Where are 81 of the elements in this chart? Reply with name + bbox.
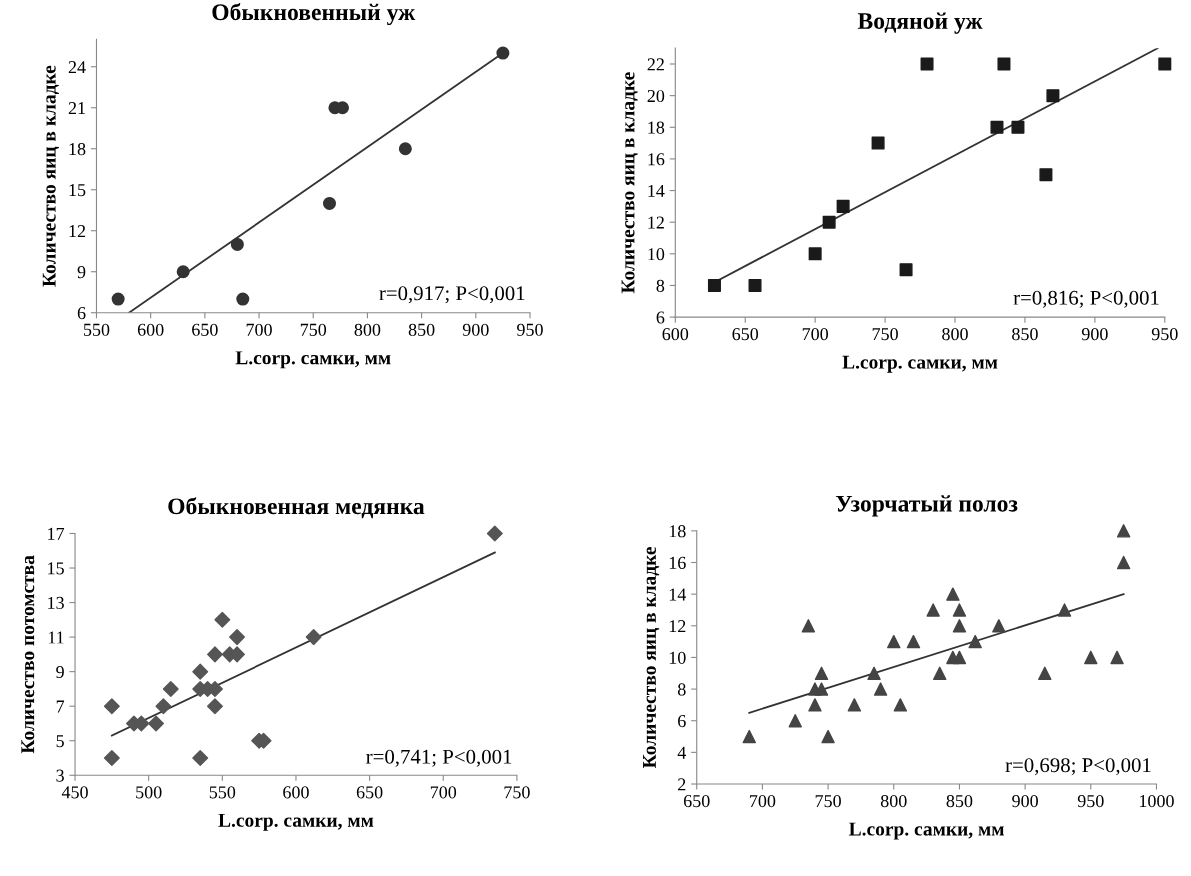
y-tick-label: 20 xyxy=(647,89,665,103)
x-tick-label: 950 xyxy=(517,323,543,336)
y-tick-label: 12 xyxy=(669,620,686,633)
x-tick-label: 700 xyxy=(802,328,829,341)
y-tick-label: 6 xyxy=(656,311,665,324)
chart-title: Узорчатый полоз xyxy=(835,495,1018,517)
y-tick-label: 6 xyxy=(77,307,86,320)
chart-title: Обыкновенная медянка xyxy=(168,497,425,519)
x-tick-label: 800 xyxy=(942,328,968,341)
y-tick-label: 9 xyxy=(77,266,86,279)
y-tick-label: 2 xyxy=(678,778,686,791)
x-tick-label: 500 xyxy=(136,786,162,799)
x-tick-label: 650 xyxy=(683,794,710,808)
y-tick-label: 9 xyxy=(56,665,64,679)
y-tick-label: 15 xyxy=(69,184,86,197)
x-tick-label: 550 xyxy=(209,786,236,799)
x-tick-label: 1000 xyxy=(1139,794,1174,808)
x-tick-label: 750 xyxy=(815,794,841,808)
x-tick-label: 700 xyxy=(246,323,272,336)
x-tick-label: 750 xyxy=(504,786,530,799)
y-tick-label: 10 xyxy=(669,651,686,664)
x-tick-label: 850 xyxy=(1012,328,1038,341)
y-tick-label: 6 xyxy=(678,715,686,728)
y-tick-label: 8 xyxy=(677,683,686,696)
y-tick-label: 18 xyxy=(648,121,665,134)
y-tick-label: 22 xyxy=(647,58,664,71)
x-tick-label: 850 xyxy=(408,323,435,336)
y-axis-title: Количество яиц в кладке xyxy=(643,547,660,769)
x-tick-label: 600 xyxy=(137,323,164,336)
x-tick-label: 650 xyxy=(192,323,218,336)
y-tick-label: 14 xyxy=(648,184,665,197)
x-axis-title: L.corp. самки, мм xyxy=(842,355,998,373)
y-tick-label: 15 xyxy=(48,562,64,575)
y-tick-label: 3 xyxy=(56,769,64,782)
y-tick-label: 24 xyxy=(68,61,86,74)
y-tick-label: 4 xyxy=(677,746,687,759)
y-tick-label: 7 xyxy=(56,700,65,713)
x-tick-label: 650 xyxy=(356,786,383,799)
x-tick-label: 650 xyxy=(732,328,759,341)
y-tick-label: 11 xyxy=(48,631,64,644)
x-axis-title: L.corp. самки, мм xyxy=(849,822,1004,840)
annotation: r=0,741; P<0,001 xyxy=(366,749,512,767)
x-tick-label: 900 xyxy=(462,323,489,336)
x-tick-label: 750 xyxy=(872,328,898,341)
annotation: r=0,816; P<0,001 xyxy=(1013,290,1159,308)
y-tick-label: 12 xyxy=(648,216,664,229)
annotation: r=0,917; P<0,001 xyxy=(379,286,525,304)
x-tick-label: 600 xyxy=(283,786,309,799)
x-tick-label: 700 xyxy=(430,786,457,799)
y-tick-label: 8 xyxy=(656,279,665,292)
y-tick-label: 16 xyxy=(669,556,686,569)
x-axis-title: L.corp. самки, мм xyxy=(235,351,391,369)
y-axis-title: Количество яиц в кладке xyxy=(621,72,638,294)
chart-title: Обыкновенный уж xyxy=(212,3,416,26)
x-tick-label: 900 xyxy=(1081,328,1108,341)
y-tick-label: 13 xyxy=(48,596,64,610)
x-tick-label: 950 xyxy=(1077,794,1104,808)
x-tick-label: 550 xyxy=(83,323,110,336)
x-tick-label: 900 xyxy=(1012,794,1038,808)
chart-title: Водяной уж xyxy=(857,12,983,34)
annotation: r=0,698; P<0,001 xyxy=(1005,758,1151,776)
y-tick-label: 16 xyxy=(648,153,665,166)
x-tick-label: 800 xyxy=(354,323,381,336)
x-tick-label: 950 xyxy=(1151,328,1178,341)
y-tick-label: 14 xyxy=(669,588,687,601)
y-tick-label: 17 xyxy=(48,527,65,540)
y-axis-title: Количество яиц в кладке xyxy=(42,65,59,287)
x-tick-label: 800 xyxy=(880,794,907,808)
y-tick-label: 5 xyxy=(56,735,64,748)
y-tick-label: 18 xyxy=(669,525,686,538)
x-tick-label: 600 xyxy=(662,328,689,341)
x-axis-title: L.corp. самки, мм xyxy=(218,813,374,831)
y-tick-label: 10 xyxy=(648,248,665,261)
x-tick-label: 850 xyxy=(946,794,973,808)
y-tick-label: 21 xyxy=(68,102,85,115)
y-axis-title: Количество потомства xyxy=(21,555,35,754)
x-tick-label: 700 xyxy=(750,794,776,808)
y-tick-label: 12 xyxy=(69,225,86,237)
y-tick-label: 18 xyxy=(69,143,86,156)
x-tick-label: 450 xyxy=(61,786,88,799)
x-tick-label: 750 xyxy=(300,323,327,336)
